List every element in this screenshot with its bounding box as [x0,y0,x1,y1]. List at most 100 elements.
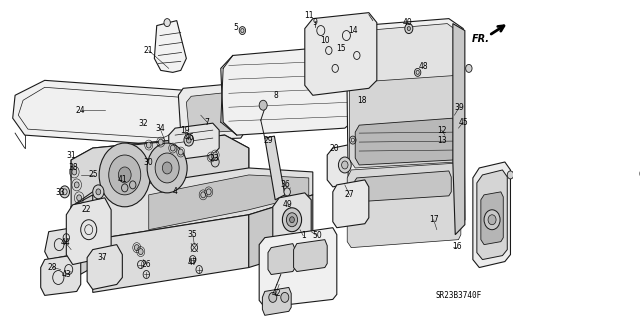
Text: 22: 22 [81,205,91,214]
Circle shape [284,188,291,196]
Circle shape [96,189,100,195]
Text: 43: 43 [61,270,71,279]
Circle shape [118,167,131,183]
Text: 33: 33 [56,188,65,197]
Circle shape [99,143,150,207]
Circle shape [72,169,77,175]
Circle shape [484,210,500,230]
Polygon shape [346,19,465,245]
Circle shape [158,139,163,145]
Polygon shape [355,118,455,165]
Polygon shape [221,46,359,135]
Circle shape [93,185,104,199]
Text: 4: 4 [173,187,177,197]
Text: 13: 13 [437,136,447,145]
Polygon shape [249,195,313,268]
Text: 7: 7 [205,118,210,127]
Text: 8: 8 [274,91,278,100]
Circle shape [170,145,175,151]
Circle shape [163,162,172,174]
Polygon shape [268,244,295,274]
Text: 46: 46 [185,133,195,142]
Polygon shape [148,175,308,230]
Text: 11: 11 [304,11,314,20]
Circle shape [259,100,267,110]
Text: 34: 34 [155,124,165,133]
Polygon shape [67,198,111,264]
Text: 35: 35 [188,230,198,239]
Circle shape [405,24,413,33]
Text: 27: 27 [345,190,355,199]
Text: 10: 10 [320,36,330,45]
Circle shape [282,208,301,232]
Text: 23: 23 [209,153,219,162]
Text: 47: 47 [188,258,198,267]
Text: 5: 5 [234,23,239,32]
Text: SR23B3740F: SR23B3740F [435,291,481,300]
Circle shape [466,64,472,72]
Polygon shape [87,245,122,289]
Polygon shape [179,83,247,140]
Circle shape [339,157,351,173]
Polygon shape [327,143,362,187]
Polygon shape [349,75,461,168]
Polygon shape [71,135,249,240]
Text: 18: 18 [358,96,367,105]
Circle shape [239,26,246,34]
Polygon shape [93,215,249,293]
Polygon shape [453,24,465,235]
Polygon shape [273,193,311,245]
Polygon shape [348,163,461,248]
Polygon shape [262,287,291,315]
Circle shape [269,293,276,302]
Text: 20: 20 [330,144,339,152]
Text: 28: 28 [48,263,58,272]
Text: 39: 39 [454,103,464,112]
Text: 36: 36 [280,180,290,189]
Circle shape [415,68,421,76]
Circle shape [186,137,191,143]
Text: 9: 9 [313,18,317,27]
Circle shape [138,249,143,255]
Polygon shape [353,171,451,202]
Circle shape [155,153,179,183]
Polygon shape [477,170,508,260]
Text: 42: 42 [271,289,281,298]
Text: 26: 26 [141,260,151,269]
Text: 41: 41 [118,175,127,184]
Circle shape [286,213,298,227]
Text: 30: 30 [143,159,153,167]
Circle shape [342,161,348,169]
Polygon shape [305,13,377,95]
Circle shape [206,189,211,195]
Text: 40: 40 [403,18,412,27]
Text: 48: 48 [419,62,428,71]
Text: 12: 12 [437,126,446,135]
Circle shape [209,154,214,160]
Circle shape [212,152,218,158]
Polygon shape [333,180,369,228]
Polygon shape [71,195,93,279]
Circle shape [281,293,289,302]
Polygon shape [259,228,337,307]
Circle shape [179,149,183,155]
Text: 32: 32 [138,119,148,128]
Text: 29: 29 [264,136,273,145]
Text: 31: 31 [67,151,76,160]
Circle shape [74,182,79,188]
Text: 49: 49 [283,200,293,209]
Polygon shape [71,135,249,192]
Polygon shape [353,24,460,85]
Polygon shape [265,136,285,200]
Polygon shape [41,255,81,295]
Circle shape [147,143,187,193]
Circle shape [201,192,205,198]
Circle shape [184,134,193,146]
Circle shape [60,186,70,198]
Circle shape [134,245,139,251]
Text: 17: 17 [429,215,438,224]
Text: 25: 25 [89,170,99,179]
Text: 6: 6 [639,170,640,179]
Polygon shape [473,162,511,268]
Text: 24: 24 [76,106,86,115]
